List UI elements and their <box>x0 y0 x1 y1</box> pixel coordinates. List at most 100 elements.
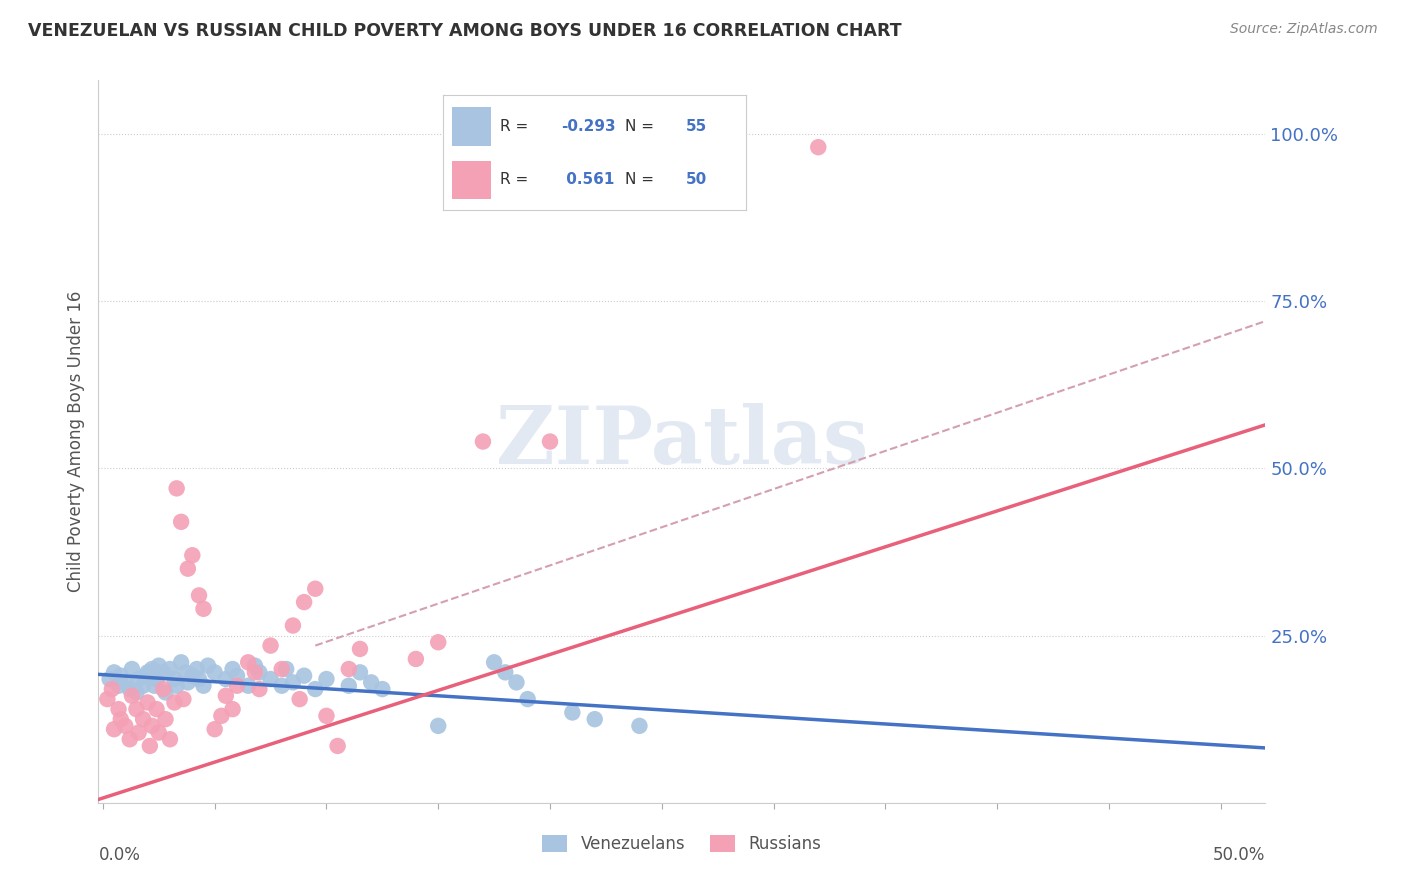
Point <box>209 708 232 723</box>
Point <box>181 669 204 683</box>
Text: ZIPatlas: ZIPatlas <box>496 402 868 481</box>
Point <box>166 679 188 693</box>
Point <box>177 675 200 690</box>
Point <box>193 602 215 616</box>
Point <box>494 665 516 680</box>
Point <box>110 712 132 726</box>
Point <box>118 681 141 696</box>
Point <box>148 658 170 673</box>
Point <box>221 662 243 676</box>
Point <box>114 675 136 690</box>
Point <box>118 732 141 747</box>
Point <box>292 669 315 683</box>
Point <box>177 562 200 576</box>
Point <box>141 719 163 733</box>
Point <box>197 658 219 673</box>
Point <box>125 702 148 716</box>
Point <box>427 719 450 733</box>
Point <box>148 725 170 739</box>
Point <box>315 672 337 686</box>
Point <box>107 679 129 693</box>
Point <box>226 669 249 683</box>
Text: 0.0%: 0.0% <box>98 847 141 864</box>
Point <box>337 679 360 693</box>
Point <box>136 696 159 710</box>
Point <box>281 618 304 632</box>
Point <box>371 681 394 696</box>
Point <box>103 665 125 680</box>
Point <box>259 639 281 653</box>
Point <box>516 692 538 706</box>
Point <box>136 665 159 680</box>
Point <box>276 662 298 676</box>
Point <box>281 675 304 690</box>
Point <box>166 482 188 496</box>
Point <box>326 739 349 753</box>
Point <box>505 675 527 690</box>
Point <box>103 723 125 737</box>
Point <box>215 672 238 686</box>
Point <box>141 662 163 676</box>
Point <box>204 723 226 737</box>
Point <box>315 708 337 723</box>
Y-axis label: Child Poverty Among Boys Under 16: Child Poverty Among Boys Under 16 <box>66 291 84 592</box>
Point <box>170 515 193 529</box>
Point <box>121 689 143 703</box>
Text: Source: ZipAtlas.com: Source: ZipAtlas.com <box>1230 22 1378 37</box>
Point <box>152 681 174 696</box>
Point <box>215 689 238 703</box>
Point <box>561 706 583 720</box>
Point <box>247 681 270 696</box>
Point <box>270 662 292 676</box>
Point <box>163 672 186 686</box>
Point <box>247 665 270 680</box>
Text: 50.0%: 50.0% <box>1213 847 1265 864</box>
Point <box>128 725 150 739</box>
Point <box>259 672 281 686</box>
Point <box>188 672 211 686</box>
Point <box>181 548 204 563</box>
Point <box>243 658 266 673</box>
Point <box>98 672 121 686</box>
Point <box>292 595 315 609</box>
Point <box>132 679 155 693</box>
Point <box>96 692 118 706</box>
Point <box>172 692 194 706</box>
Point <box>304 582 326 596</box>
Point <box>193 679 215 693</box>
Point <box>243 665 266 680</box>
Point <box>152 665 174 680</box>
Point <box>538 434 561 449</box>
Point <box>238 655 260 669</box>
Point <box>139 739 162 753</box>
Point <box>134 669 156 683</box>
Point <box>145 702 167 716</box>
Point <box>221 702 243 716</box>
Point <box>145 672 167 686</box>
Point <box>238 679 260 693</box>
Point <box>155 685 177 699</box>
Point <box>270 679 292 693</box>
Point <box>132 712 155 726</box>
Legend: Venezuelans, Russians: Venezuelans, Russians <box>536 828 828 860</box>
Point <box>101 681 124 696</box>
Point <box>159 732 181 747</box>
Text: VENEZUELAN VS RUSSIAN CHILD POVERTY AMONG BOYS UNDER 16 CORRELATION CHART: VENEZUELAN VS RUSSIAN CHILD POVERTY AMON… <box>28 22 901 40</box>
Point <box>143 679 166 693</box>
Point <box>628 719 651 733</box>
Point <box>186 662 208 676</box>
Point <box>107 702 129 716</box>
Point <box>110 669 132 683</box>
Point <box>125 685 148 699</box>
Point <box>360 675 382 690</box>
Point <box>337 662 360 676</box>
Point <box>159 662 181 676</box>
Point <box>583 712 606 726</box>
Point <box>482 655 505 669</box>
Point <box>349 642 371 657</box>
Point <box>226 679 249 693</box>
Point <box>170 655 193 669</box>
Point <box>349 665 371 680</box>
Point <box>114 719 136 733</box>
Point <box>427 635 450 649</box>
